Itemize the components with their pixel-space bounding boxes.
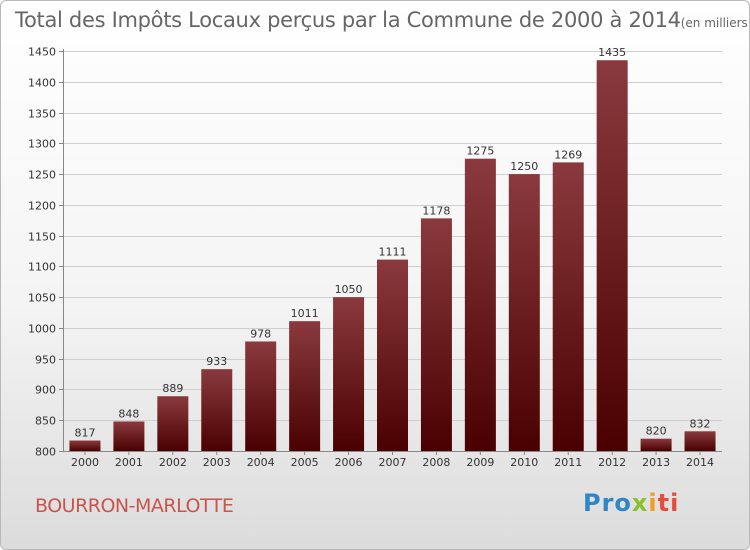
x-tick-label-2001: 2001 <box>115 456 143 469</box>
data-label-2007: 1111 <box>379 246 407 259</box>
x-tick-label-2006: 2006 <box>335 456 363 469</box>
x-tick-label-2000: 2000 <box>71 456 99 469</box>
y-tick-label: 1250 <box>28 169 56 182</box>
y-tick-label: 1100 <box>28 261 56 274</box>
bar-2013 <box>640 438 672 451</box>
bar-2011 <box>552 162 584 451</box>
x-tick-label-2004: 2004 <box>247 456 275 469</box>
data-label-2001: 848 <box>118 407 139 420</box>
data-label-2011: 1269 <box>554 148 582 161</box>
data-label-2010: 1250 <box>510 160 538 173</box>
x-tick-label-2005: 2005 <box>291 456 319 469</box>
bar-2001 <box>113 421 145 451</box>
x-tick-label-2008: 2008 <box>422 456 450 469</box>
y-tick-label: 1300 <box>28 138 56 151</box>
y-tick-label: 1000 <box>28 323 56 336</box>
y-tick-label: 1200 <box>28 200 56 213</box>
bar-2009 <box>464 158 496 451</box>
proxiti-logo[interactable]: Proxiti <box>583 489 679 517</box>
x-tick-label-2010: 2010 <box>510 456 538 469</box>
y-tick-label: 1450 <box>28 46 56 59</box>
x-tick-label-2012: 2012 <box>598 456 626 469</box>
chart-title-text: Total des Impôts Locaux perçus par la Co… <box>15 8 681 32</box>
bars <box>69 60 716 452</box>
x-tick-label-2014: 2014 <box>686 456 714 469</box>
y-tick-label: 800 <box>35 446 56 459</box>
y-tick-label: 1350 <box>28 108 56 121</box>
labels: 800 850 900 950 1000 1050 1100 1150 1200 1250 1300… <box>28 46 714 470</box>
y-tick-label: 1150 <box>28 231 56 244</box>
x-tick-label-2013: 2013 <box>642 456 670 469</box>
bar-2000 <box>69 440 101 451</box>
chart-title: Total des Impôts Locaux perçus par la Co… <box>15 8 749 32</box>
logo-part-1: Pro <box>583 489 632 517</box>
data-label-2013: 820 <box>646 425 667 438</box>
data-label-2000: 817 <box>74 427 95 440</box>
data-label-2012: 1435 <box>598 46 626 59</box>
bar-2005 <box>289 321 321 451</box>
y-tick-label: 850 <box>35 415 56 428</box>
y-tick-label: 900 <box>35 384 56 397</box>
data-label-2004: 978 <box>250 327 271 340</box>
bar-2004 <box>245 341 277 451</box>
data-label-2002: 889 <box>162 382 183 395</box>
x-tick-label-2003: 2003 <box>203 456 231 469</box>
x-tick-label-2002: 2002 <box>159 456 187 469</box>
x-tick-label-2009: 2009 <box>466 456 494 469</box>
data-label-2005: 1011 <box>291 307 319 320</box>
logo-part-2: x <box>631 489 649 517</box>
data-label-2014: 832 <box>690 417 711 430</box>
data-label-2008: 1178 <box>422 204 450 217</box>
data-label-2003: 933 <box>206 355 227 368</box>
bar-2006 <box>333 297 365 451</box>
bar-2007 <box>377 259 408 451</box>
bar-2003 <box>201 369 233 451</box>
bar-2008 <box>420 218 452 451</box>
data-label-2009: 1275 <box>466 145 494 158</box>
x-tick-label-2011: 2011 <box>554 456 582 469</box>
logo-part-4: ti <box>657 489 680 517</box>
bar-2012 <box>596 60 628 451</box>
chart-subtitle: (en milliers d'€) <box>680 16 749 30</box>
bar-2002 <box>157 396 189 451</box>
data-label-2006: 1050 <box>335 283 363 296</box>
y-tick-label: 1050 <box>28 292 56 305</box>
bar-2010 <box>508 174 540 452</box>
y-tick-label: 950 <box>35 354 56 367</box>
x-tick-label-2007: 2007 <box>379 456 407 469</box>
y-tick-label: 1400 <box>28 77 56 90</box>
logo-part-3: i <box>648 489 658 517</box>
commune-name: BOURRON-MARLOTTE <box>35 495 234 517</box>
bar-2014 <box>684 431 716 451</box>
axes <box>59 49 722 455</box>
